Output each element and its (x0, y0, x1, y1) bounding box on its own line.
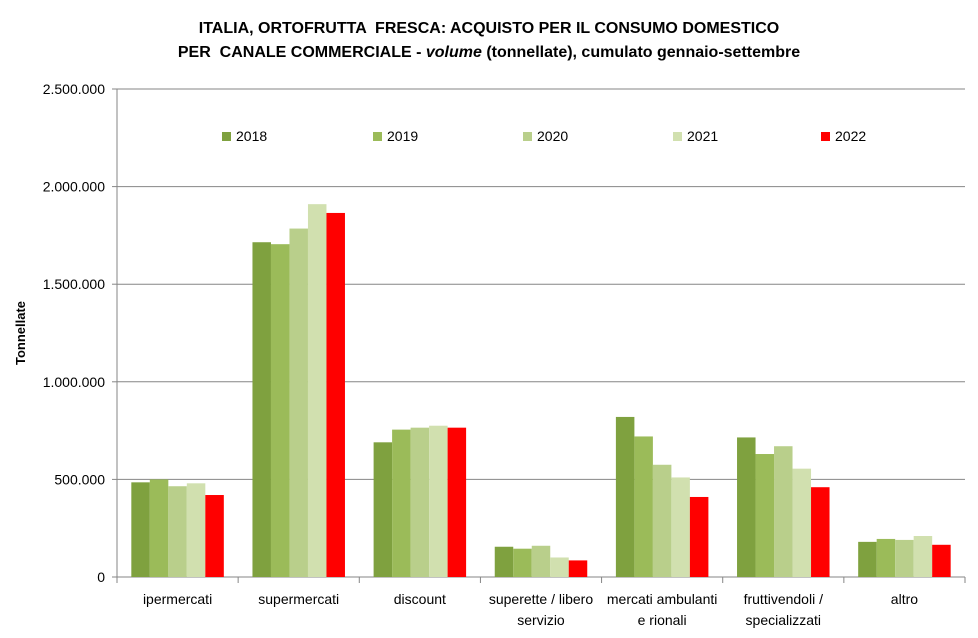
chart-title-suffix: (tonnellate), cumulato gennaio-settembre (481, 44, 801, 61)
legend-label: 2021 (687, 128, 718, 144)
chart-title-line-1: ITALIA, ORTOFRUTTA FRESCA: ACQUISTO PER … (198, 20, 780, 37)
bar-2021 (550, 557, 569, 577)
bar-2020 (168, 486, 187, 577)
chart-title-prefix: PER CANALE COMMERCIALE - (177, 44, 426, 61)
bar-2022 (326, 212, 345, 577)
x-tick-label: e rionali (638, 612, 687, 628)
bar-2019 (513, 548, 532, 577)
bar-2018 (858, 541, 877, 577)
bar-2021 (913, 536, 933, 577)
bar-2020 (410, 427, 430, 577)
legend-label: 2022 (835, 128, 866, 144)
bar-2019 (876, 538, 896, 577)
legend-swatch-2019 (373, 132, 382, 141)
y-tick-label: 500.000 (54, 471, 105, 487)
legend-label: 2018 (236, 128, 267, 144)
x-tick-label: specializzati (746, 612, 821, 628)
bar-2018 (252, 242, 271, 577)
bar-2021 (307, 204, 327, 577)
legend-swatch-2022 (821, 132, 830, 141)
bar-2020 (531, 545, 551, 577)
bar-2022 (811, 487, 830, 577)
y-tick-label: 1.000.000 (43, 374, 105, 390)
bar-2021 (792, 468, 812, 577)
bar-2021 (671, 477, 690, 577)
legend-swatch-2018 (222, 132, 231, 141)
bar-2022 (447, 427, 467, 577)
bar-2022 (568, 560, 588, 577)
bar-2018 (131, 482, 150, 577)
bar-2018 (737, 437, 756, 577)
x-tick-label: supermercati (258, 591, 339, 607)
legend-swatch-2021 (673, 132, 682, 141)
bar-2020 (289, 228, 308, 577)
bar-2022 (689, 496, 709, 577)
y-tick-label: 1.500.000 (43, 276, 105, 292)
bar-2019 (149, 479, 169, 577)
chart-title-line-2: PER CANALE COMMERCIALE - volume (tonnell… (0, 44, 978, 62)
legend-label: 2020 (537, 128, 568, 144)
chart-title-italic: volume (425, 44, 482, 61)
bar-2018 (615, 416, 635, 577)
y-axis-label: Tonnellate (13, 301, 28, 365)
legend-swatch-2020 (523, 132, 532, 141)
bar-2018 (494, 546, 514, 577)
legend-label: 2019 (387, 128, 418, 144)
bar-2022 (932, 544, 951, 577)
y-tick-label: 0 (97, 569, 105, 585)
x-tick-label: mercati ambulanti (607, 591, 718, 607)
bar-2020 (652, 464, 672, 577)
bar-2019 (755, 454, 775, 577)
bar-2019 (634, 436, 653, 577)
x-tick-label: superette / libero (489, 591, 593, 607)
x-tick-label: discount (394, 591, 446, 607)
bar-2021 (429, 425, 448, 577)
bar-2018 (373, 442, 393, 577)
x-tick-label: fruttivendoli / (744, 591, 823, 607)
x-tick-label: ipermercati (143, 591, 212, 607)
x-tick-label: servizio (517, 612, 565, 628)
bar-2019 (270, 244, 290, 577)
bar-2022 (205, 495, 224, 577)
bar-2021 (186, 483, 206, 577)
bar-2020 (895, 539, 914, 577)
y-tick-label: 2.000.000 (43, 179, 105, 195)
bar-2019 (392, 429, 411, 577)
x-tick-label: altro (891, 591, 918, 607)
bar-2020 (774, 446, 793, 577)
y-tick-label: 2.500.000 (43, 81, 105, 97)
